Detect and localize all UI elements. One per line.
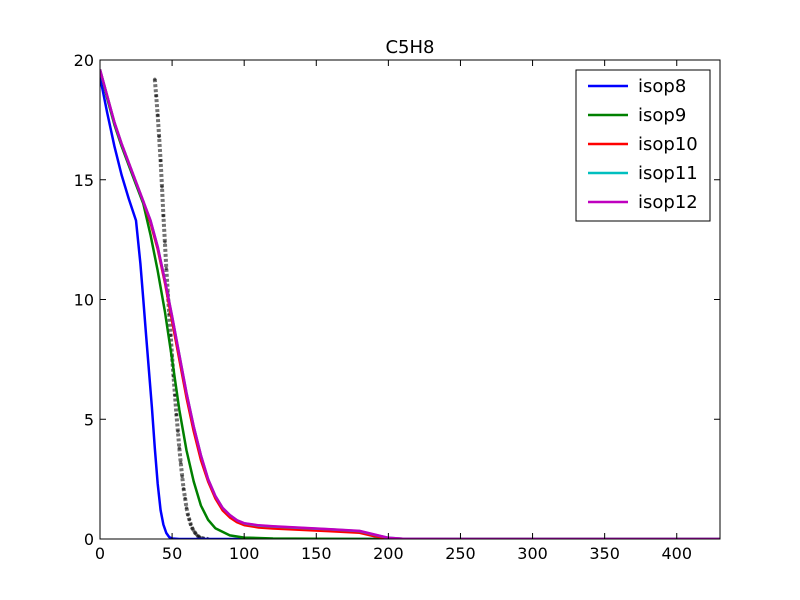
observation-point <box>179 460 183 464</box>
x-tick-label: 100 <box>229 544 260 563</box>
observation-point <box>157 135 161 139</box>
y-tick-label: 20 <box>74 51 94 70</box>
observation-point <box>192 529 196 533</box>
observation-point <box>160 185 164 189</box>
y-tick-label: 15 <box>74 171 94 190</box>
observation-point <box>177 446 181 450</box>
y-tick-label: 5 <box>84 410 94 429</box>
legend-label-isop9: isop9 <box>638 105 686 126</box>
observation-point <box>169 333 173 337</box>
observation-point <box>186 513 190 517</box>
y-tick-label: 0 <box>84 530 94 549</box>
observation-point <box>163 240 167 244</box>
observation-point <box>161 214 165 218</box>
legend-label-isop8: isop8 <box>638 76 686 97</box>
x-tick-label: 150 <box>301 544 332 563</box>
observation-point <box>176 429 180 433</box>
y-axis: 0 5 10 15 20 <box>74 51 720 549</box>
observation-point <box>173 393 177 397</box>
legend: isop8 isop9 isop10 isop11 isop12 <box>575 69 711 222</box>
y-tick-label: 10 <box>74 291 94 310</box>
series-line-isop12 <box>100 69 720 539</box>
observation-point <box>156 113 160 117</box>
observation-point <box>183 496 187 500</box>
series-line-isop8 <box>100 76 720 539</box>
observation-point <box>190 526 194 530</box>
x-tick-label: 250 <box>445 544 476 563</box>
observation-point <box>164 266 168 270</box>
observation-point <box>153 77 157 81</box>
x-tick-label: 200 <box>373 544 404 563</box>
x-tick-label: 50 <box>162 544 182 563</box>
x-axis: 0 50 100 150 200 250 300 350 400 <box>95 60 692 563</box>
chart-title: C5H8 <box>385 37 434 58</box>
observation-point <box>182 487 186 491</box>
x-tick-label: 350 <box>589 544 620 563</box>
x-tick-label: 0 <box>95 544 105 563</box>
observation-point <box>174 412 178 417</box>
observation-point <box>189 523 193 527</box>
legend-label-isop11: isop11 <box>638 163 698 184</box>
observation-point <box>154 94 158 98</box>
x-tick-label: 300 <box>517 544 548 563</box>
x-tick-label: 400 <box>661 544 692 563</box>
legend-label-isop10: isop10 <box>638 134 698 155</box>
legend-box <box>575 69 711 222</box>
observation-point <box>180 475 184 479</box>
legend-label-isop12: isop12 <box>638 192 698 213</box>
observation-point <box>187 518 191 522</box>
observation-point <box>159 159 163 163</box>
observation-point <box>184 506 189 510</box>
plot-area <box>99 59 721 540</box>
